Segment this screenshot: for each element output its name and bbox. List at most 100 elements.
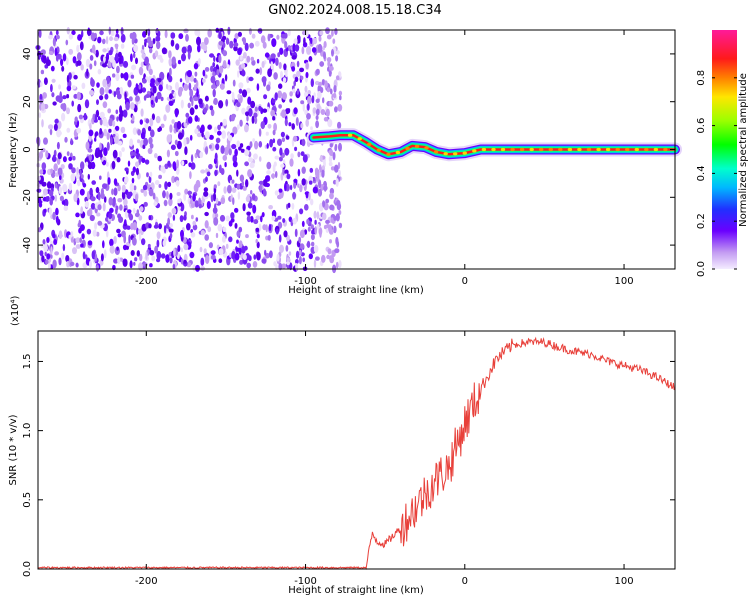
noise-speckle	[275, 228, 279, 235]
noise-speckle	[299, 243, 305, 250]
noise-speckle	[259, 184, 263, 193]
noise-speckle	[286, 173, 291, 180]
noise-speckle	[62, 95, 67, 100]
noise-speckle	[334, 248, 340, 254]
noise-speckle	[308, 56, 313, 62]
track-blob	[625, 147, 630, 152]
noise-speckle	[46, 253, 51, 260]
noise-speckle	[116, 93, 122, 100]
noise-speckle	[177, 132, 184, 140]
noise-speckle	[45, 150, 49, 159]
noise-speckle	[222, 154, 228, 161]
noise-speckle	[186, 70, 192, 78]
noise-speckle	[237, 93, 241, 99]
noise-speckle	[141, 157, 146, 163]
noise-speckle	[174, 150, 179, 157]
noise-speckle	[239, 119, 243, 127]
noise-speckle	[298, 256, 302, 265]
noise-speckle	[190, 154, 194, 163]
noise-speckle	[99, 119, 103, 126]
noise-speckle	[58, 230, 63, 239]
noise-speckle	[239, 174, 245, 182]
noise-speckle	[206, 171, 211, 177]
noise-speckle	[332, 92, 337, 99]
noise-speckle	[325, 198, 330, 204]
noise-speckle	[207, 28, 212, 38]
noise-speckle	[293, 107, 298, 115]
noise-speckle	[209, 53, 215, 58]
noise-speckle	[244, 124, 249, 133]
noise-speckle	[245, 195, 251, 203]
noise-speckle	[120, 27, 124, 36]
noise-speckle	[76, 127, 82, 134]
noise-speckle	[264, 249, 267, 256]
noise-speckle	[271, 38, 277, 48]
noise-speckle	[169, 93, 173, 100]
noise-speckle	[248, 157, 253, 163]
noise-speckle	[191, 97, 194, 107]
noise-speckle	[232, 79, 236, 87]
noise-speckle	[101, 63, 108, 68]
noise-speckle	[208, 163, 213, 170]
noise-speckle	[228, 135, 233, 142]
noise-speckle	[100, 253, 104, 262]
noise-speckle	[148, 137, 153, 145]
noise-speckle	[52, 101, 57, 106]
noise-speckle	[293, 38, 298, 45]
noise-speckle	[72, 56, 77, 64]
noise-speckle	[330, 217, 334, 224]
noise-speckle	[55, 54, 59, 62]
noise-speckle	[171, 207, 177, 215]
noise-speckle	[305, 71, 309, 79]
noise-speckle	[227, 26, 231, 36]
noise-speckle	[164, 181, 168, 190]
noise-speckle	[172, 214, 176, 221]
noise-speckle	[142, 262, 148, 267]
noise-speckle	[267, 33, 271, 42]
noise-speckle	[54, 47, 58, 57]
noise-speckle	[305, 118, 310, 127]
noise-speckle	[230, 212, 235, 219]
noise-speckle	[43, 137, 48, 145]
noise-speckle	[43, 77, 48, 85]
noise-speckle	[176, 120, 182, 130]
track-blob	[510, 147, 515, 152]
noise-speckle	[247, 169, 253, 178]
noise-speckle	[330, 88, 333, 95]
noise-speckle	[238, 88, 243, 94]
noise-speckle	[106, 141, 110, 151]
noise-speckle	[96, 99, 99, 105]
noise-speckle	[256, 241, 260, 249]
noise-speckle	[170, 39, 175, 47]
noise-speckle	[203, 107, 208, 114]
track-blob	[500, 147, 506, 152]
noise-speckle	[238, 82, 244, 89]
noise-speckle	[204, 74, 208, 79]
noise-speckle	[242, 186, 247, 191]
noise-speckle	[195, 264, 200, 272]
noise-speckle	[301, 138, 306, 147]
noise-speckle	[66, 74, 70, 83]
noise-speckle	[246, 215, 251, 223]
noise-speckle	[85, 141, 90, 151]
noise-speckle	[52, 37, 57, 47]
noise-speckle	[179, 215, 184, 223]
noise-speckle	[220, 197, 226, 205]
noise-speckle	[138, 84, 142, 90]
noise-speckle	[246, 211, 251, 216]
noise-speckle	[267, 234, 271, 241]
noise-speckle	[125, 101, 130, 111]
noise-speckle	[222, 60, 227, 69]
noise-speckle	[226, 64, 230, 69]
noise-speckle	[272, 138, 276, 144]
noise-speckle	[183, 243, 189, 251]
noise-speckle	[323, 185, 328, 191]
noise-speckle	[121, 190, 126, 200]
noise-speckle	[148, 223, 152, 229]
noise-speckle	[86, 190, 91, 200]
track-blob	[577, 147, 582, 152]
noise-speckle	[250, 100, 256, 109]
noise-speckle	[115, 53, 119, 61]
noise-speckle	[252, 204, 257, 214]
noise-speckle	[115, 207, 118, 215]
